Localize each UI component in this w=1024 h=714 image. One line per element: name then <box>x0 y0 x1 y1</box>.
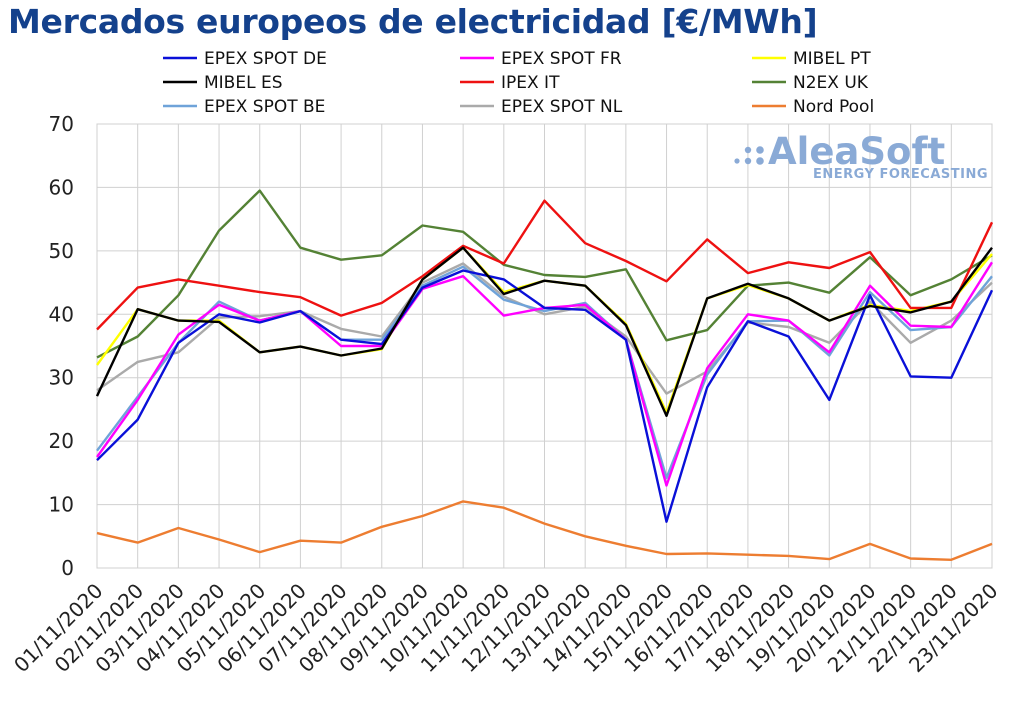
legend-label: MIBEL PT <box>793 49 871 69</box>
y-tick-label: 60 <box>49 175 74 199</box>
logo-tagline: ENERGY FORECASTING <box>813 167 988 182</box>
y-tick-label: 40 <box>49 302 74 326</box>
y-tick-label: 0 <box>61 556 74 580</box>
legend-label: MIBEL ES <box>204 73 283 93</box>
legend-label: EPEX SPOT DE <box>204 49 327 69</box>
logo-dot <box>734 158 740 164</box>
y-tick-label: 70 <box>49 112 74 136</box>
legend-label: EPEX SPOT BE <box>204 97 325 117</box>
legend-label: IPEX IT <box>501 73 560 93</box>
y-axis-ticks: 0 10 20 30 40 50 60 70 <box>49 112 74 580</box>
y-tick-label: 50 <box>49 239 74 263</box>
logo-dot <box>744 157 752 165</box>
series-line-mibel-es <box>95 246 993 417</box>
series-lines <box>95 189 994 561</box>
y-tick-label: 20 <box>49 429 74 453</box>
aleasoft-logo: AleaSoft ENERGY FORECASTING <box>734 130 988 182</box>
chart-title: Mercados europeos de electricidad [€/MWh… <box>8 2 818 41</box>
legend-label: Nord Pool <box>793 97 874 117</box>
logo-dot <box>744 146 752 154</box>
series-line-ipex-it <box>96 199 994 331</box>
legend-label: N2EX UK <box>793 73 869 93</box>
y-tick-label: 10 <box>49 493 74 517</box>
logo-dot <box>756 146 764 154</box>
x-axis-ticks: 01/11/202002/11/202003/11/202004/11/2020… <box>9 579 1002 677</box>
legend-label: EPEX SPOT FR <box>501 49 622 69</box>
logo-dot <box>756 157 764 165</box>
series-line-n2ex-uk <box>96 189 993 359</box>
grid <box>96 123 993 569</box>
legend: EPEX SPOT DE EPEX SPOT FR MIBEL PT MIBEL ES… <box>163 49 874 117</box>
legend-label: EPEX SPOT NL <box>501 97 623 117</box>
series-line-nord-pool <box>96 500 993 561</box>
y-tick-label: 30 <box>49 366 74 390</box>
logo-wordmark: AleaSoft <box>768 130 945 173</box>
series-line-epex-spot-de <box>96 269 994 523</box>
